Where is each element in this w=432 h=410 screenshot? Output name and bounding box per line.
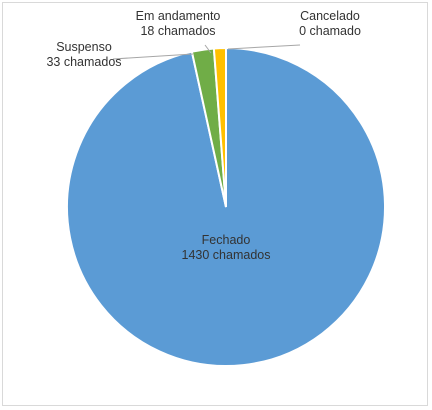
slice-value-label-em-andamento: 18 chamados (140, 24, 215, 38)
slice-value-label-fechado: 1430 chamados (182, 248, 271, 262)
slice-label-fechado: Fechado (202, 233, 251, 247)
leader-line-suspenso (112, 53, 194, 60)
leader-line-cancelado (227, 44, 301, 50)
slice-value-label-cancelado: 0 chamado (299, 24, 361, 38)
slice-label-em-andamento: Em andamento (136, 9, 221, 23)
slice-value-label-suspenso: 33 chamados (46, 55, 121, 69)
leader-lines-layer (112, 44, 301, 60)
pie-slice-em-andamento (212, 46, 227, 208)
slice-label-cancelado: Cancelado (300, 9, 360, 23)
leader-line-em-andamento (204, 44, 212, 54)
chart-frame (2, 2, 428, 406)
slice-label-suspenso: Suspenso (56, 40, 112, 54)
slices-layer (66, 46, 387, 367)
